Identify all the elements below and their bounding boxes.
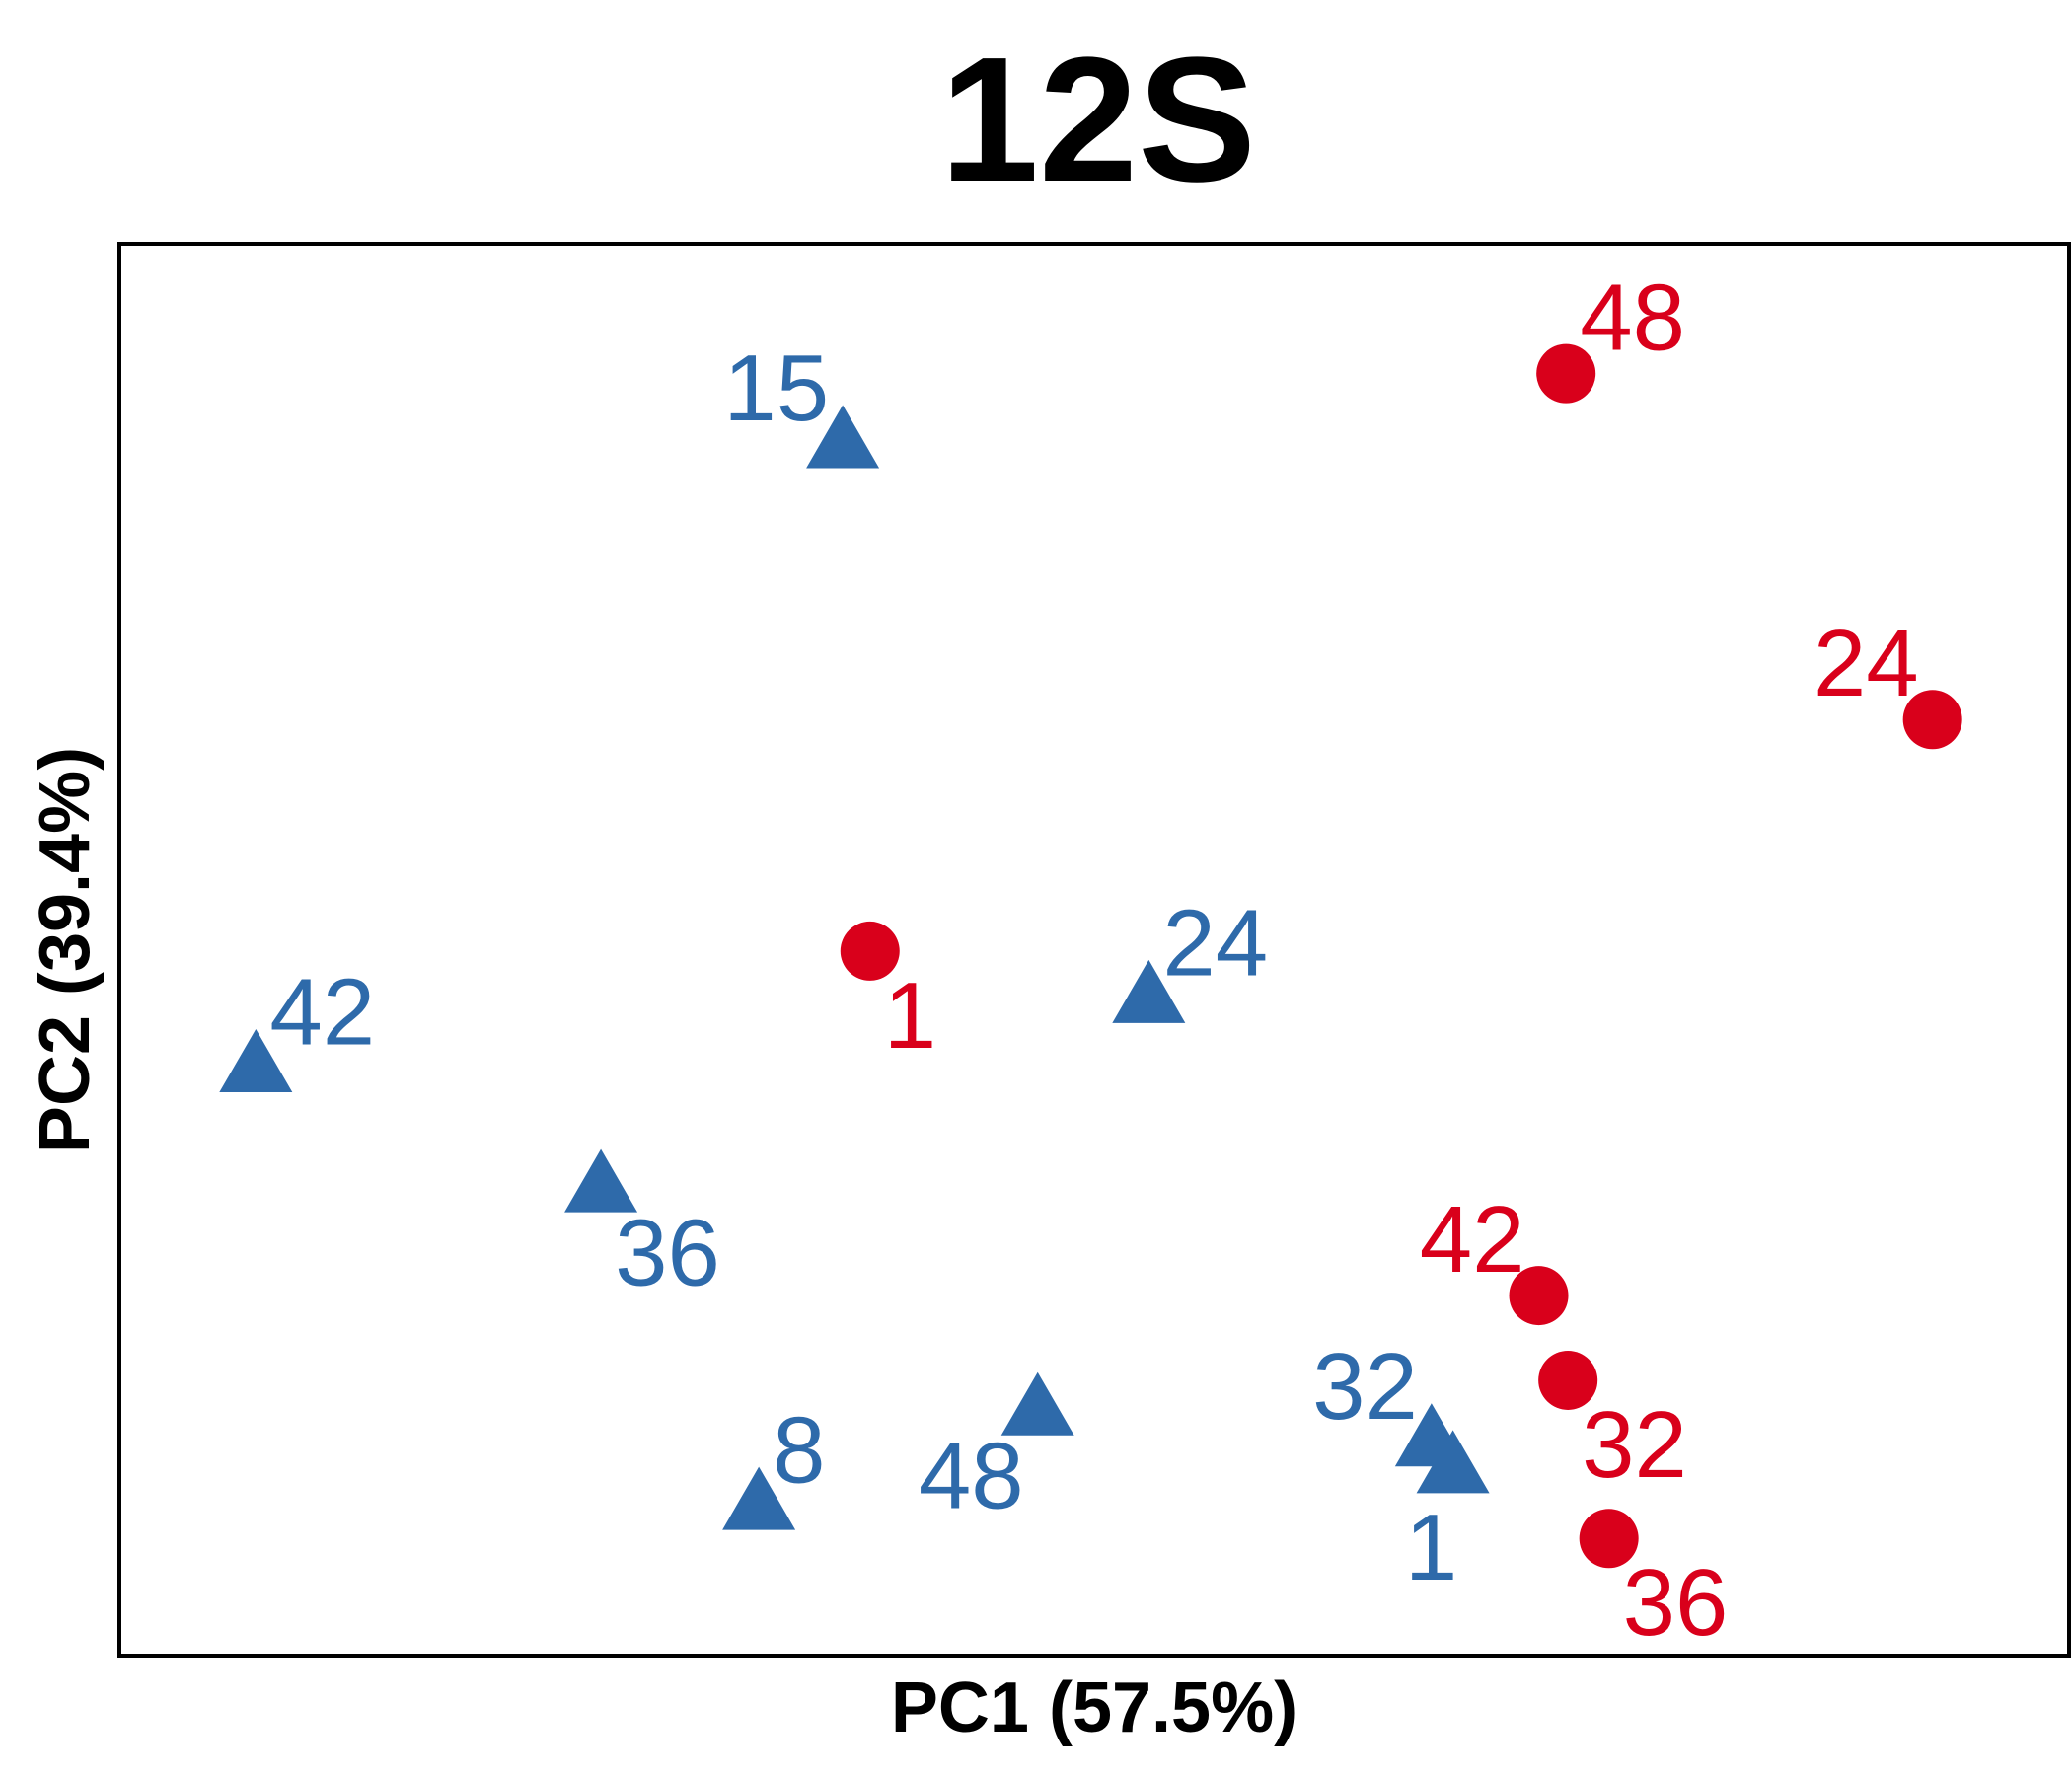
circle-label-48: 48 (1580, 265, 1685, 371)
triangle-point-8-4 (722, 1466, 796, 1530)
circle-point-1-2 (840, 921, 900, 981)
circle-point-36-5 (1579, 1509, 1639, 1569)
chart-title: 12S (940, 21, 1256, 219)
triangle-label-24: 24 (1162, 891, 1268, 997)
circle-label-36: 36 (1623, 1550, 1729, 1656)
triangle-point-15-0 (806, 405, 880, 469)
triangle-point-1-7 (1416, 1430, 1490, 1494)
circle-point-32-4 (1538, 1350, 1598, 1410)
triangle-label-36: 36 (615, 1200, 720, 1305)
plot-frame (117, 242, 2071, 1658)
circle-point-42-3 (1509, 1266, 1569, 1326)
circle-point-24-1 (1902, 690, 1962, 750)
circle-label-24: 24 (1813, 611, 1919, 716)
circle-label-32: 32 (1582, 1392, 1687, 1498)
triangle-point-24-2 (1112, 959, 1186, 1023)
triangle-label-1: 1 (1405, 1495, 1457, 1600)
triangle-label-48: 48 (919, 1423, 1024, 1528)
triangle-point-36-3 (564, 1148, 638, 1213)
triangle-point-48-5 (1000, 1371, 1074, 1436)
circle-label-42: 42 (1420, 1187, 1525, 1293)
circle-label-1: 1 (884, 963, 936, 1069)
triangle-label-8: 8 (773, 1397, 825, 1503)
triangle-label-32: 32 (1312, 1334, 1418, 1440)
triangle-label-42: 42 (269, 960, 375, 1066)
x-axis-label: PC1 (57.5%) (891, 1668, 1297, 1747)
triangle-point-42-1 (219, 1029, 293, 1093)
circle-point-48-0 (1536, 343, 1596, 404)
y-axis-label: PC2 (39.4%) (26, 747, 105, 1153)
triangle-label-15: 15 (723, 335, 829, 441)
